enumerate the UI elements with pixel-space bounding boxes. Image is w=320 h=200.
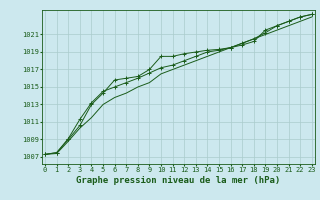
X-axis label: Graphe pression niveau de la mer (hPa): Graphe pression niveau de la mer (hPa) (76, 176, 281, 185)
